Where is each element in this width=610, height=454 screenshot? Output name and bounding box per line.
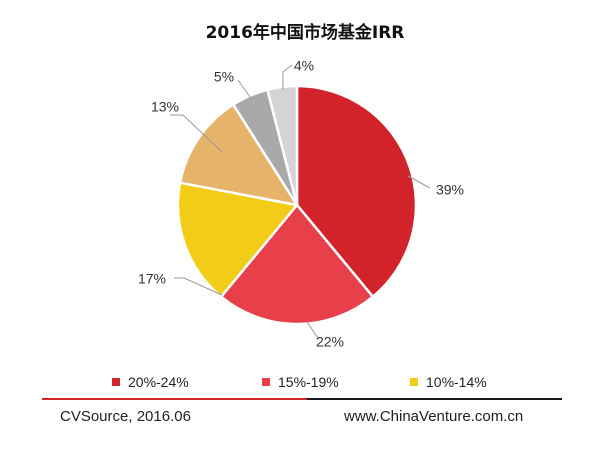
legend-swatch-1 bbox=[112, 378, 120, 386]
legend-item-2: 15%-19% bbox=[262, 374, 339, 390]
source-credit: CVSource, 2016.06 bbox=[60, 408, 191, 425]
data-label-2: 22% bbox=[316, 334, 344, 350]
pie-slice-6 bbox=[266, 84, 299, 207]
leader-line-5 bbox=[237, 79, 253, 101]
leader-line-2 bbox=[306, 321, 319, 339]
legend: 20%-24% 15%-19% 10%-14% bbox=[0, 374, 610, 394]
pie-slices bbox=[176, 84, 418, 326]
legend-swatch-3 bbox=[410, 378, 418, 386]
data-label-3: 17% bbox=[138, 271, 166, 287]
leader-line-6 bbox=[282, 64, 293, 90]
pie-slice-1 bbox=[295, 84, 418, 298]
data-label-6: 4% bbox=[294, 58, 314, 74]
pie-slice-3 bbox=[176, 181, 299, 298]
legend-item-3: 10%-14% bbox=[410, 374, 487, 390]
pie-slice-2 bbox=[219, 203, 375, 326]
data-label-5: 5% bbox=[214, 69, 234, 85]
data-label-4: 13% bbox=[151, 99, 179, 115]
pie-data-labels: 39% 22% 17% 13% 5% 4% bbox=[138, 58, 464, 350]
leader-line-1 bbox=[407, 175, 431, 189]
legend-label-1: 20%-24% bbox=[128, 374, 189, 390]
pie-leader-lines bbox=[170, 64, 431, 339]
legend-item-1: 20%-24% bbox=[112, 374, 189, 390]
chart-title: 2016年中国市场基金IRR bbox=[205, 23, 405, 43]
website-url[interactable]: www.ChinaVenture.com.cn bbox=[344, 408, 524, 425]
leader-line-3 bbox=[174, 277, 223, 296]
footer-rule-dark bbox=[307, 398, 562, 400]
pie-slice-4 bbox=[178, 103, 299, 207]
legend-label-3: 10%-14% bbox=[426, 374, 487, 390]
footer-rule-red bbox=[42, 398, 307, 400]
data-label-1: 39% bbox=[436, 182, 464, 198]
leader-line-4 bbox=[170, 114, 223, 153]
legend-swatch-2 bbox=[262, 378, 270, 386]
legend-label-2: 15%-19% bbox=[278, 374, 339, 390]
